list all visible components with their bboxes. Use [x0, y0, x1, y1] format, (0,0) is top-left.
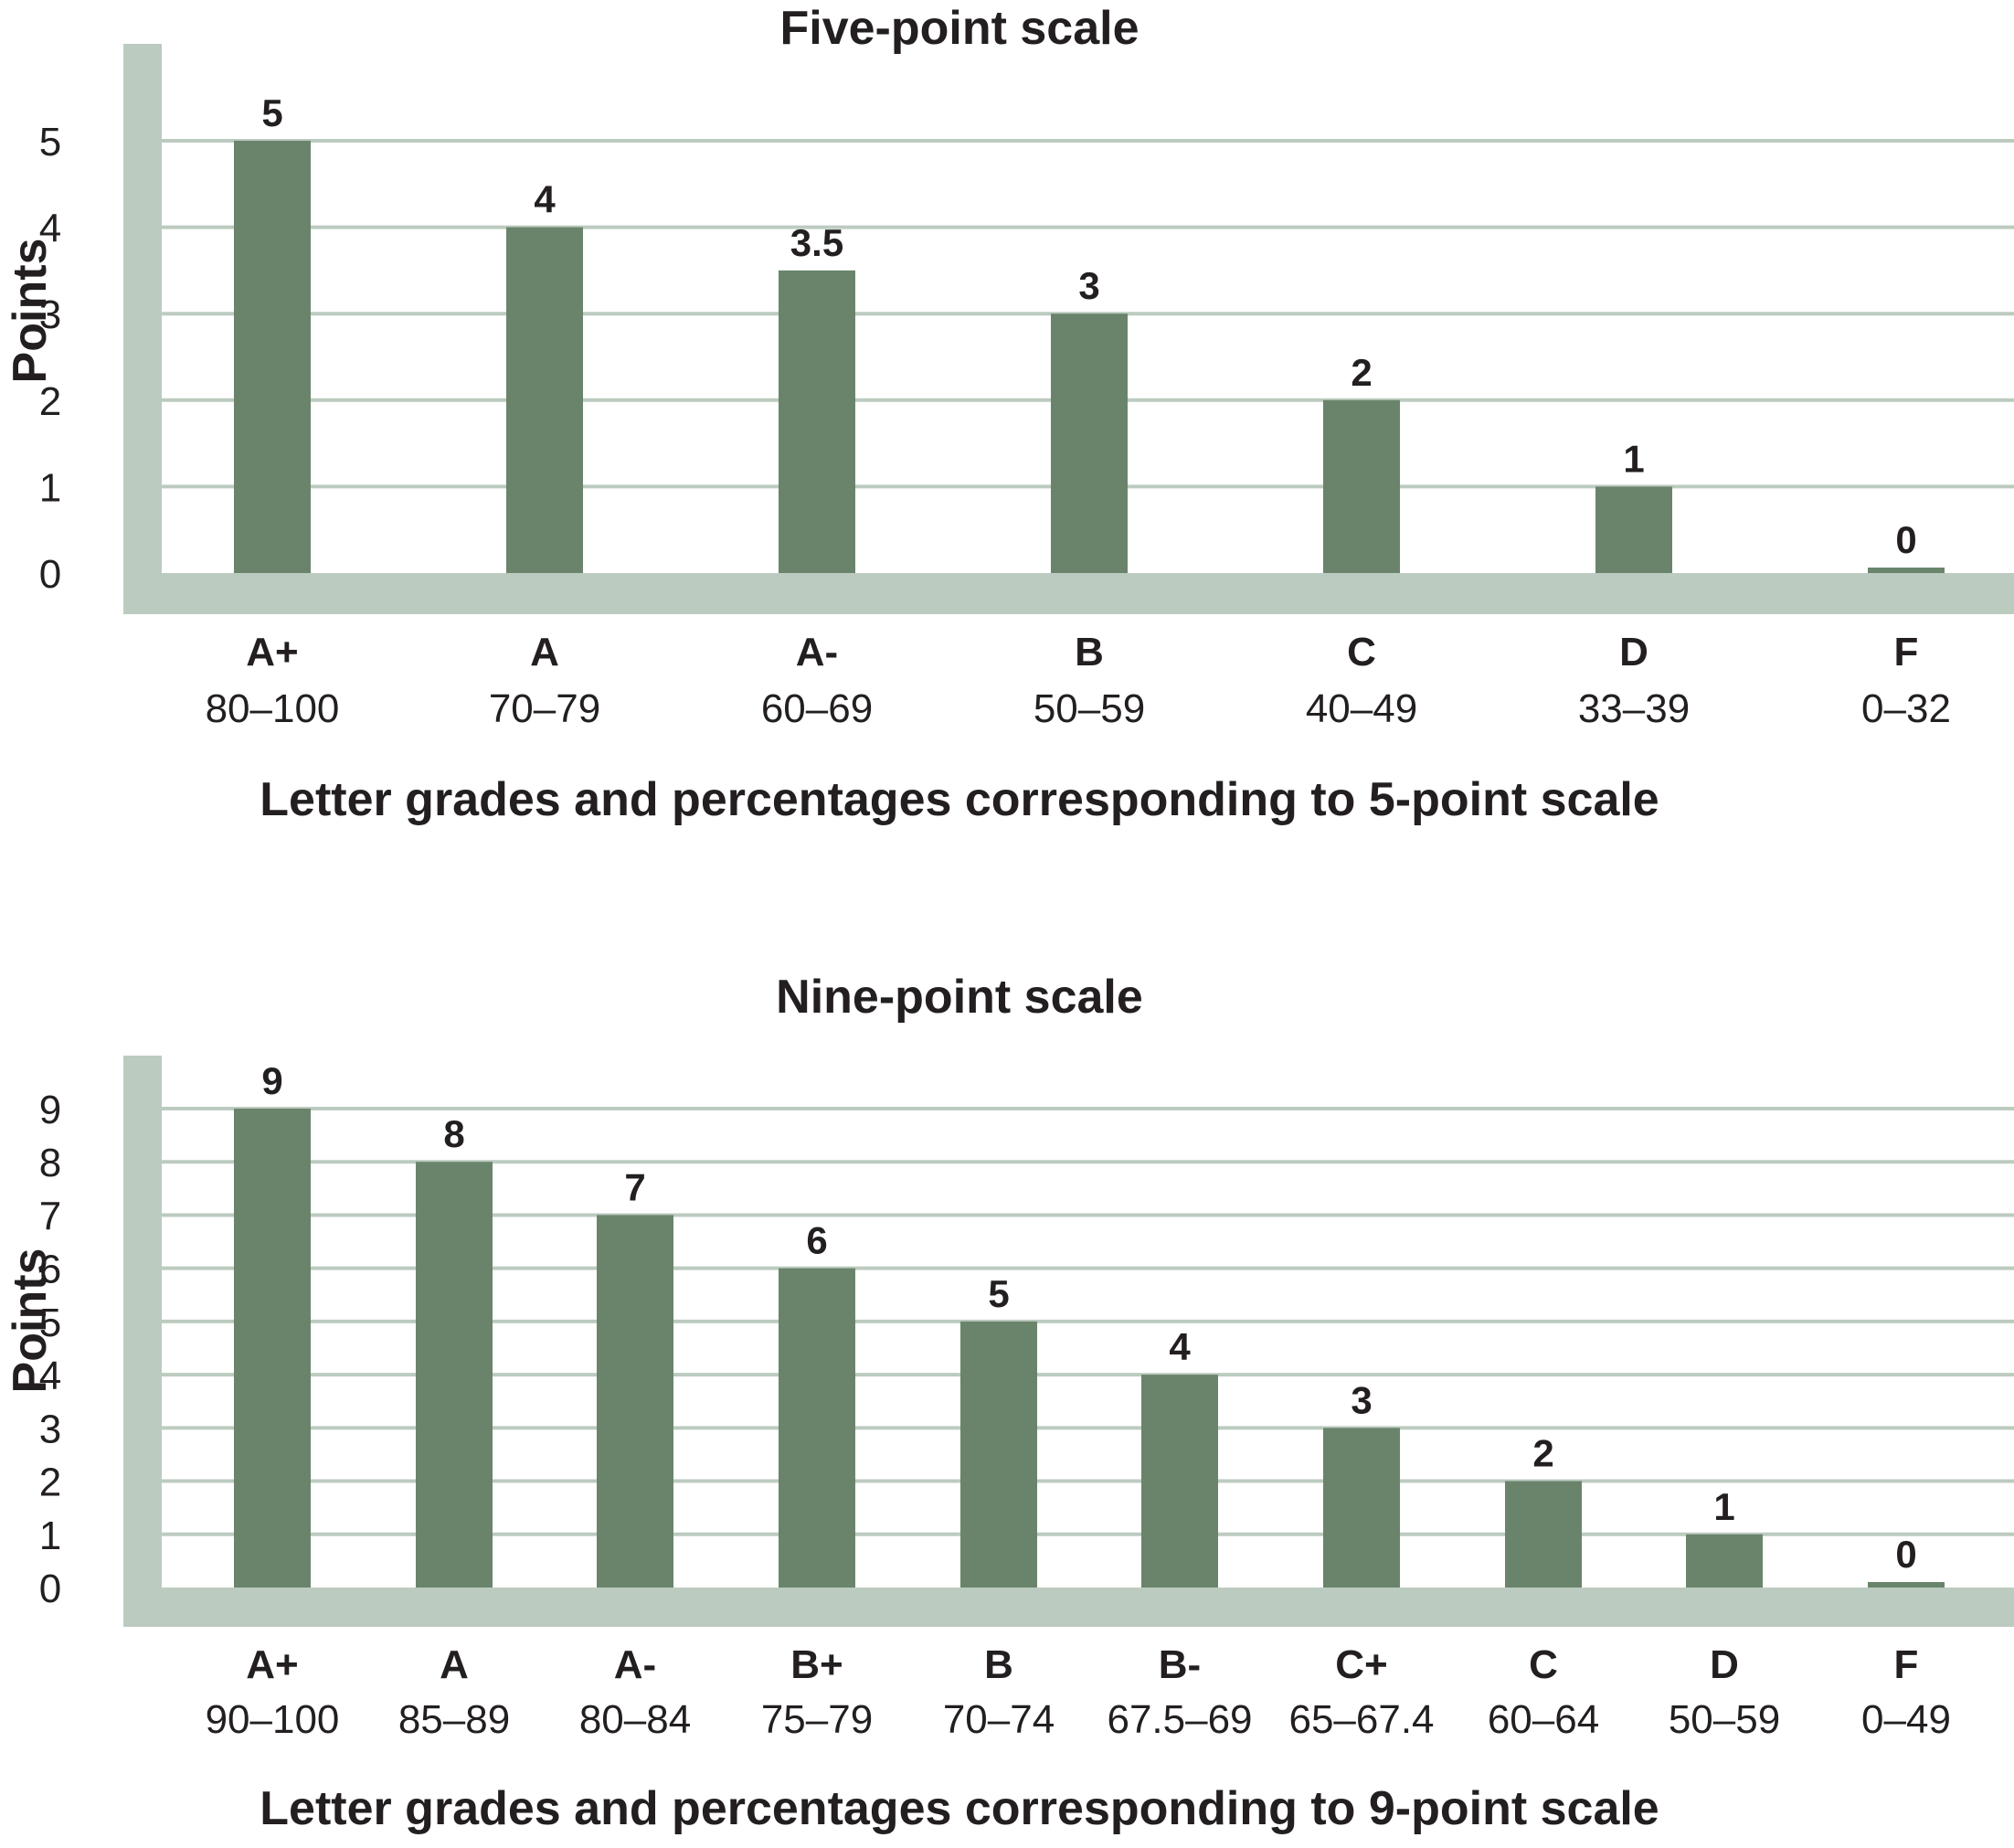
- chart-title: Five-point scale: [780, 2, 1140, 55]
- category-range: 60–64: [1488, 1697, 1599, 1742]
- bar: [1141, 1375, 1218, 1588]
- bar: [597, 1215, 673, 1588]
- category-letter: B: [1075, 630, 1104, 674]
- bar: [1868, 1582, 1945, 1588]
- bar: [779, 1268, 855, 1588]
- y-tick-label: 6: [39, 1248, 61, 1292]
- chart-title: Nine-point scale: [776, 971, 1143, 1024]
- category-letter: B-: [1159, 1642, 1201, 1687]
- y-tick-label: 1: [39, 1513, 61, 1558]
- category-range: 0–32: [1861, 686, 1951, 731]
- y-tick-label: 7: [39, 1194, 61, 1238]
- value-label: 8: [443, 1112, 464, 1155]
- category-letter: B+: [790, 1642, 843, 1687]
- value-label: 3.5: [790, 221, 843, 264]
- category-letter: D: [1619, 630, 1648, 674]
- y-axis-band: [123, 44, 162, 614]
- bar: [506, 227, 583, 573]
- category-letter: C: [1347, 630, 1376, 674]
- category-range: 75–79: [761, 1697, 873, 1742]
- y-tick-label: 3: [39, 292, 61, 337]
- y-tick-label: 3: [39, 1407, 61, 1451]
- y-tick-label: 2: [39, 379, 61, 424]
- category-range: 70–74: [943, 1697, 1055, 1742]
- x-axis-band: [123, 1588, 2014, 1627]
- y-tick-label: 0: [39, 1567, 61, 1611]
- bar: [1868, 568, 1945, 573]
- value-label: 3: [1078, 264, 1099, 307]
- bar: [779, 270, 855, 573]
- category-range: 90–100: [206, 1697, 340, 1742]
- bar: [1505, 1481, 1582, 1588]
- value-label: 3: [1351, 1378, 1372, 1421]
- y-axis-label: Points: [4, 239, 57, 384]
- bar: [1323, 1428, 1400, 1588]
- value-label: 7: [624, 1165, 645, 1208]
- y-tick-label: 4: [39, 207, 61, 251]
- category-letter: A: [440, 1642, 469, 1687]
- value-label: 0: [1895, 1533, 1916, 1576]
- y-tick-label: 5: [39, 1301, 61, 1345]
- category-letter: F: [1894, 630, 1919, 674]
- category-letter: D: [1710, 1642, 1739, 1687]
- y-tick-label: 8: [39, 1141, 61, 1185]
- bar: [234, 141, 311, 573]
- five-point-scale-chart: Five-point scale 0 1 2 3 4 5 5 4 3.5 3 2 1 0 A+ 80–1…: [4, 2, 2014, 826]
- value-label: 6: [806, 1219, 827, 1262]
- y-axis-band: [123, 1056, 162, 1627]
- category-range: 60–69: [761, 686, 873, 731]
- category-range: 85–89: [398, 1697, 510, 1742]
- y-tick-label: 2: [39, 1460, 61, 1505]
- category-letter: A+: [246, 630, 298, 674]
- category-letter: A: [530, 630, 559, 674]
- category-letter: A-: [796, 630, 838, 674]
- bar: [234, 1109, 311, 1588]
- value-label: 1: [1713, 1485, 1734, 1528]
- y-tick-label: 4: [39, 1354, 61, 1398]
- value-label: 1: [1623, 437, 1644, 480]
- category-letter: C: [1529, 1642, 1558, 1687]
- category-range: 33–39: [1578, 686, 1690, 731]
- value-label: 9: [261, 1059, 282, 1102]
- category-range: 0–49: [1861, 1697, 1951, 1742]
- y-tick-label: 9: [39, 1088, 61, 1132]
- category-range: 80–100: [206, 686, 340, 731]
- category-range: 65–67.4: [1288, 1697, 1434, 1742]
- category-letter: C+: [1335, 1642, 1387, 1687]
- category-range: 67.5–69: [1107, 1697, 1252, 1742]
- value-label: 4: [1169, 1325, 1191, 1368]
- bar: [1686, 1534, 1763, 1588]
- bar: [1323, 399, 1400, 573]
- value-label: 4: [534, 178, 556, 221]
- y-tick-label: 5: [39, 120, 61, 165]
- bar: [1595, 486, 1672, 573]
- nine-point-scale-chart: Nine-point scale 0 1 2 3 4 5 6 7 8 9 9 8 7 6 5 4 3 2 1 0 A…: [4, 971, 2014, 1835]
- bar: [1051, 313, 1128, 573]
- x-axis-label: Letter grades and percentages correspond…: [260, 1782, 1659, 1835]
- x-axis-band: [123, 573, 2014, 614]
- bar: [416, 1162, 493, 1588]
- value-label: 5: [261, 91, 282, 134]
- y-axis-label: Points: [4, 1248, 57, 1394]
- x-axis-label: Letter grades and percentages correspond…: [260, 773, 1659, 826]
- category-letter: A+: [246, 1642, 298, 1687]
- category-range: 80–84: [579, 1697, 691, 1742]
- category-range: 50–59: [1034, 686, 1145, 731]
- category-range: 40–49: [1306, 686, 1417, 731]
- category-range: 50–59: [1669, 1697, 1780, 1742]
- value-label: 2: [1351, 351, 1372, 394]
- y-tick-label: 1: [39, 465, 61, 510]
- bar: [960, 1321, 1037, 1588]
- category-letter: B: [984, 1642, 1013, 1687]
- category-letter: A-: [614, 1642, 656, 1687]
- value-label: 2: [1532, 1432, 1553, 1475]
- category-letter: F: [1894, 1642, 1919, 1687]
- y-tick-label: 0: [39, 552, 61, 597]
- category-range: 70–79: [489, 686, 600, 731]
- value-label: 0: [1895, 518, 1916, 561]
- value-label: 5: [988, 1272, 1009, 1315]
